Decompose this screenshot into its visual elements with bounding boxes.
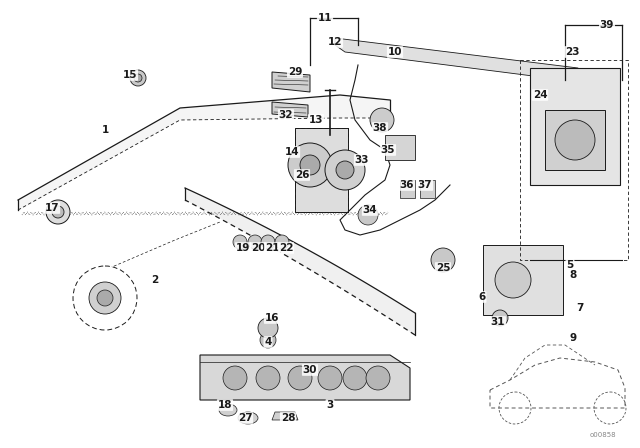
Text: 39: 39 [600, 20, 614, 30]
Text: 17: 17 [45, 203, 60, 213]
Polygon shape [200, 355, 410, 400]
Polygon shape [272, 102, 308, 117]
Circle shape [492, 310, 508, 326]
Bar [545, 110, 605, 170]
Text: 16: 16 [265, 313, 279, 323]
Text: 22: 22 [279, 243, 293, 253]
Text: 18: 18 [218, 400, 232, 410]
Text: 29: 29 [288, 67, 302, 77]
Circle shape [275, 235, 289, 249]
Circle shape [223, 366, 247, 390]
Text: 9: 9 [570, 333, 577, 343]
Circle shape [288, 366, 312, 390]
Circle shape [555, 120, 595, 160]
Circle shape [358, 205, 378, 225]
Bar [400, 180, 415, 198]
Circle shape [343, 366, 367, 390]
Text: 7: 7 [576, 303, 584, 313]
Text: 34: 34 [363, 205, 378, 215]
Text: 14: 14 [285, 147, 300, 157]
Circle shape [97, 290, 113, 306]
Text: 35: 35 [381, 145, 396, 155]
Text: 24: 24 [532, 90, 547, 100]
Circle shape [325, 150, 365, 190]
Circle shape [233, 235, 247, 249]
Circle shape [73, 266, 137, 330]
Text: 23: 23 [564, 47, 579, 57]
Text: 6: 6 [478, 292, 486, 302]
Text: 5: 5 [566, 260, 573, 270]
Bar [520, 60, 628, 260]
Polygon shape [295, 128, 348, 212]
Text: 37: 37 [418, 180, 432, 190]
Circle shape [261, 235, 275, 249]
Text: 33: 33 [355, 155, 369, 165]
Circle shape [46, 200, 70, 224]
Circle shape [300, 155, 320, 175]
Circle shape [366, 366, 390, 390]
Circle shape [256, 366, 280, 390]
Text: 38: 38 [372, 123, 387, 133]
Text: 13: 13 [308, 115, 323, 125]
Circle shape [336, 161, 354, 179]
Text: 30: 30 [303, 365, 317, 375]
Polygon shape [272, 72, 310, 92]
Circle shape [431, 248, 455, 272]
Bar [385, 135, 415, 160]
Circle shape [288, 143, 332, 187]
Text: 20: 20 [251, 243, 265, 253]
Polygon shape [530, 68, 620, 185]
Circle shape [258, 318, 278, 338]
Ellipse shape [219, 404, 237, 416]
Polygon shape [18, 95, 390, 212]
Text: o00858: o00858 [590, 432, 616, 438]
Text: 2: 2 [152, 275, 159, 285]
Text: 31: 31 [491, 317, 505, 327]
Text: 10: 10 [388, 47, 403, 57]
Text: 4: 4 [264, 337, 272, 347]
Text: 28: 28 [281, 413, 295, 423]
Bar [295, 128, 348, 212]
Text: 32: 32 [279, 110, 293, 120]
Text: 21: 21 [265, 243, 279, 253]
Circle shape [134, 74, 142, 82]
Text: 12: 12 [328, 37, 342, 47]
Text: 15: 15 [123, 70, 137, 80]
Circle shape [260, 332, 276, 348]
Circle shape [370, 108, 394, 132]
Text: 25: 25 [436, 263, 451, 273]
Text: 8: 8 [570, 270, 577, 280]
Polygon shape [272, 412, 298, 420]
Circle shape [318, 366, 342, 390]
Text: 19: 19 [236, 243, 250, 253]
Text: 36: 36 [400, 180, 414, 190]
Bar [483, 245, 563, 315]
Text: 3: 3 [326, 400, 333, 410]
Circle shape [52, 206, 64, 218]
Text: 26: 26 [295, 170, 309, 180]
Polygon shape [335, 38, 580, 82]
Circle shape [130, 70, 146, 86]
Circle shape [89, 282, 121, 314]
Polygon shape [185, 188, 415, 335]
Text: 1: 1 [101, 125, 109, 135]
Circle shape [495, 262, 531, 298]
Text: 11: 11 [317, 13, 332, 23]
Circle shape [248, 235, 262, 249]
Text: 27: 27 [237, 413, 252, 423]
Bar [420, 180, 435, 198]
Ellipse shape [238, 412, 258, 424]
